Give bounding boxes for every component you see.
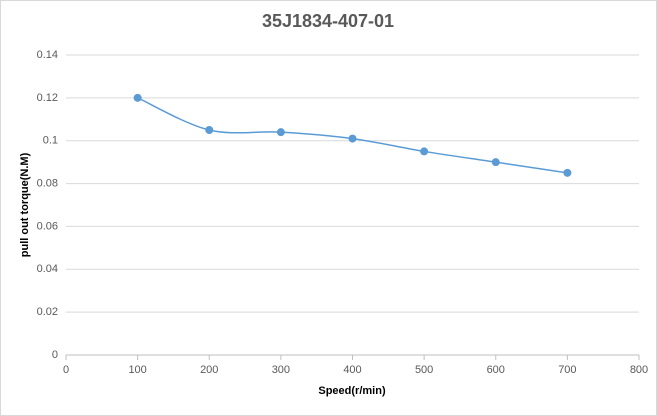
y-tick-label: 0.08 [37, 177, 58, 189]
x-tick-label: 500 [415, 364, 433, 376]
data-point [133, 93, 142, 102]
x-tick-label: 800 [630, 364, 648, 376]
data-point [276, 128, 285, 137]
data-point [205, 126, 214, 134]
y-tick-label: 0.02 [37, 306, 58, 318]
x-tick-label: 700 [558, 364, 576, 376]
data-point [420, 147, 429, 156]
y-axis-title: pull out torque(N.M) [19, 152, 31, 257]
x-tick-label: 600 [487, 364, 505, 376]
y-tick-label: 0.1 [43, 135, 58, 147]
x-tick-label: 100 [128, 364, 146, 376]
y-tick-label: 0.06 [37, 220, 58, 232]
x-tick-label: 200 [200, 364, 218, 376]
y-tick-label: 0.14 [37, 49, 58, 61]
y-tick-label: 0.12 [37, 92, 58, 104]
x-axis-title: Speed(r/min) [318, 385, 386, 397]
y-tick-label: 0.04 [37, 263, 58, 275]
x-tick-label: 300 [272, 364, 290, 376]
x-tick-label: 400 [343, 364, 361, 376]
x-tick-label: 0 [63, 364, 69, 376]
data-point [491, 158, 500, 167]
data-point [348, 134, 357, 143]
data-point [563, 168, 572, 177]
y-tick-label: 0 [52, 349, 58, 361]
chart-title: 35J1834-407-01 [262, 11, 394, 31]
